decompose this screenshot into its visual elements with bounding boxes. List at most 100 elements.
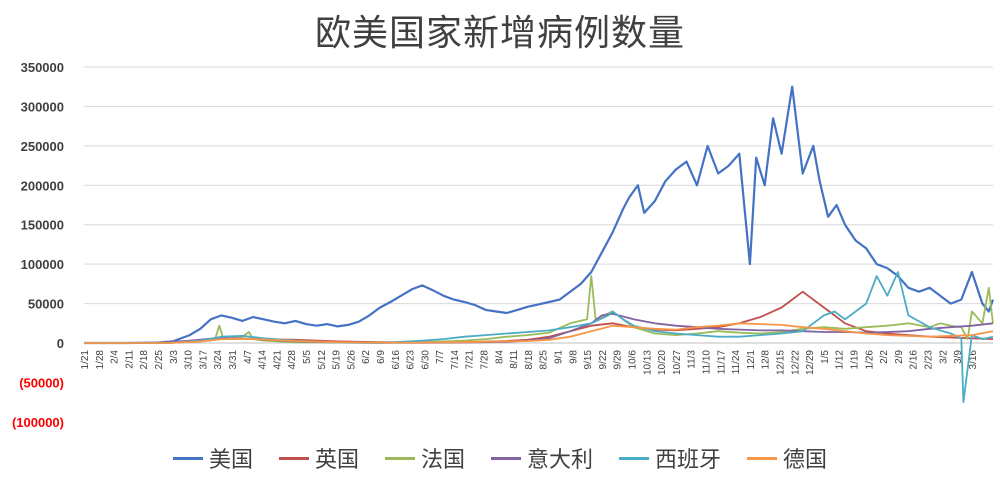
x-tick-label: 2/2 <box>879 350 890 364</box>
legend-label: 英国 <box>314 448 359 473</box>
x-tick-label: 4/14 <box>258 350 269 370</box>
series-line-1 <box>84 290 994 344</box>
legend: 美国 英国 法国 意大利 西班牙 德国 <box>0 442 1000 474</box>
x-tick-label: 12/15 <box>775 350 786 375</box>
x-tick-label: 3/31 <box>228 350 239 370</box>
x-tick-label: 7/7 <box>435 350 446 364</box>
x-tick-label: 1/21 <box>80 350 91 370</box>
x-tick-label: 8/4 <box>494 350 505 364</box>
x-tick-label: 3/3 <box>169 350 180 364</box>
legend-swatch <box>619 456 650 460</box>
x-tick-label: 8/11 <box>509 350 520 369</box>
legend-swatch <box>747 456 778 460</box>
x-tick-label: 6/9 <box>376 350 387 364</box>
x-tick-label: 3/2 <box>938 350 949 364</box>
x-tick-label: 2/9 <box>894 350 905 364</box>
x-tick-label: 9/22 <box>598 350 609 370</box>
x-tick-label: 7/28 <box>480 350 491 370</box>
x-tick-label: 4/28 <box>287 350 298 370</box>
x-tick-label: 12/22 <box>790 350 801 375</box>
series-line-0 <box>84 85 995 345</box>
x-tick-label: 2/4 <box>110 350 121 364</box>
x-axis-labels: 1/21 1/28 2/4 2/11 2/18 2/25 3/3 3/10 3/17 3/24 3/… <box>80 350 979 375</box>
x-tick-label: 6/23 <box>406 350 417 370</box>
x-tick-label: 11/10 <box>702 350 713 375</box>
legend-item-1: 英国 <box>278 442 359 474</box>
x-tick-label: 9/8 <box>568 350 579 364</box>
y-tick-label: (100000) <box>12 415 64 430</box>
y-axis-labels: 350000 300000 250000 200000 150000 100000 5000… <box>12 60 64 430</box>
x-tick-label: 5/19 <box>332 350 343 370</box>
x-tick-label: 2/23 <box>923 350 934 370</box>
x-tick-label: 3/10 <box>184 350 195 370</box>
y-tick-label: 150000 <box>21 218 64 233</box>
legend-label: 美国 <box>208 448 253 473</box>
y-tick-label: (50000) <box>19 375 64 390</box>
series-line-4 <box>84 271 994 404</box>
x-tick-label: 11/17 <box>716 350 727 375</box>
x-tick-label: 2/16 <box>909 350 920 370</box>
x-tick-label: 6/16 <box>391 350 402 370</box>
x-tick-label: 1/5 <box>820 350 831 364</box>
x-tick-label: 5/26 <box>346 350 357 370</box>
x-tick-label: 7/14 <box>450 350 461 370</box>
x-tick-label: 10/20 <box>657 350 668 375</box>
x-tick-label: 1/12 <box>835 350 846 370</box>
x-tick-label: 8/25 <box>539 350 550 370</box>
legend-item-3: 意大利 <box>491 442 593 474</box>
x-tick-label: 3/17 <box>198 350 209 370</box>
series-lines <box>84 85 995 404</box>
x-tick-label: 5/12 <box>317 350 328 370</box>
x-tick-label: 4/7 <box>243 350 254 364</box>
x-tick-label: 1/28 <box>95 350 106 370</box>
x-tick-label: 8/18 <box>524 350 535 370</box>
x-tick-label: 10/6 <box>628 350 639 370</box>
x-tick-label: 2/25 <box>154 350 165 370</box>
chart-title: 欧美国家新增病例数量 <box>314 13 685 54</box>
y-tick-label: 50000 <box>28 297 64 312</box>
x-tick-label: 12/8 <box>761 350 772 370</box>
y-tick-label: 350000 <box>21 60 64 75</box>
x-tick-label: 1/19 <box>849 350 860 370</box>
legend-swatch <box>278 456 309 460</box>
x-tick-label: 12/29 <box>805 350 816 375</box>
y-tick-label: 250000 <box>21 139 64 154</box>
gridlines <box>84 66 993 344</box>
series-line-5 <box>84 322 994 344</box>
legend-item-0: 美国 <box>172 442 253 474</box>
legend-item-2: 法国 <box>384 442 465 474</box>
legend-swatch <box>491 456 521 460</box>
legend-label: 西班牙 <box>655 448 722 473</box>
x-tick-label: 11/3 <box>687 350 698 369</box>
legend-item-4: 西班牙 <box>619 442 721 474</box>
x-tick-label: 9/29 <box>613 350 624 370</box>
legend-label: 法国 <box>420 448 465 473</box>
x-tick-label: 3/9 <box>953 350 964 364</box>
y-tick-label: 0 <box>57 336 64 351</box>
y-tick-label: 200000 <box>21 178 64 193</box>
legend-swatch <box>384 456 415 460</box>
x-tick-label: 10/27 <box>672 350 683 375</box>
y-tick-label: 100000 <box>21 257 64 272</box>
x-tick-label: 11/24 <box>731 350 742 375</box>
x-tick-label: 6/30 <box>420 350 431 370</box>
x-tick-label: 12/1 <box>746 350 757 370</box>
legend-label: 德国 <box>783 448 828 473</box>
x-tick-label: 3/24 <box>213 350 224 370</box>
y-tick-label: 300000 <box>21 99 64 114</box>
x-tick-label: 1/26 <box>864 350 875 370</box>
x-tick-label: 3/16 <box>968 350 979 370</box>
x-tick-label: 5/5 <box>302 350 313 364</box>
x-tick-label: 9/1 <box>554 350 565 364</box>
x-tick-label: 4/21 <box>272 350 283 370</box>
x-tick-label: 9/15 <box>583 350 594 370</box>
x-tick-label: 2/18 <box>139 350 150 370</box>
x-tick-label: 6/2 <box>361 350 372 364</box>
legend-item-5: 德国 <box>747 442 827 474</box>
legend-label: 意大利 <box>527 448 594 473</box>
x-tick-label: 10/13 <box>642 350 653 375</box>
legend-swatch <box>172 456 203 460</box>
x-tick-label: 2/11 <box>124 350 135 369</box>
x-tick-label: 7/21 <box>465 350 476 370</box>
